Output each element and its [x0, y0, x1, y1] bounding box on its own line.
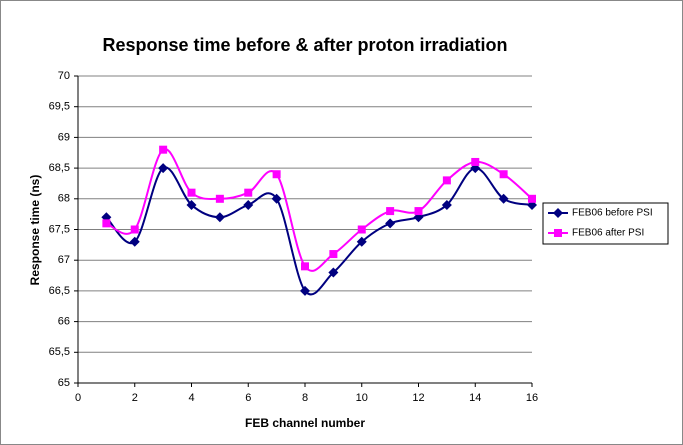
- data-point: [102, 219, 111, 228]
- data-point: [187, 188, 196, 197]
- y-tick-label: 65,5: [49, 346, 70, 358]
- data-point: [158, 163, 169, 174]
- legend-box: [542, 202, 669, 245]
- data-point: [130, 225, 139, 234]
- x-tick-label: 0: [75, 392, 81, 404]
- data-point: [271, 193, 282, 204]
- data-point: [129, 236, 140, 247]
- data-point: [499, 170, 508, 179]
- data-point: [301, 262, 309, 271]
- data-point: [272, 170, 281, 179]
- data-point: [498, 193, 509, 204]
- y-tick-label: 69: [58, 131, 70, 143]
- data-point: [243, 199, 254, 210]
- legend-label: FEB06 after PSI: [572, 228, 644, 239]
- y-tick-label: 67: [58, 254, 70, 266]
- x-axis-label: FEB channel number: [245, 416, 365, 430]
- data-point: [329, 250, 338, 259]
- y-axis-label: Response time (ns): [28, 175, 42, 286]
- y-tick-label: 68: [58, 193, 70, 205]
- data-point: [356, 236, 367, 247]
- y-tick-label: 69,5: [49, 101, 70, 113]
- x-tick-label: 2: [132, 392, 138, 404]
- legend-marker: [554, 229, 562, 237]
- data-point: [186, 199, 197, 210]
- data-point: [300, 285, 310, 296]
- data-point: [244, 188, 253, 197]
- data-point: [328, 267, 339, 278]
- series-line: [105, 166, 533, 296]
- x-tick-label: 6: [245, 392, 251, 404]
- series-line: [105, 148, 533, 272]
- data-point: [385, 218, 396, 229]
- chart-title: Response time before & after proton irra…: [102, 35, 507, 55]
- y-tick-label: 66,5: [49, 285, 70, 297]
- x-tick-label: 10: [356, 392, 368, 404]
- data-point: [357, 225, 366, 234]
- y-tick-label: 68,5: [49, 162, 70, 174]
- data-point: [528, 194, 536, 203]
- y-tick-label: 70: [58, 70, 70, 82]
- y-tick-label: 66: [58, 316, 70, 328]
- data-point: [215, 194, 224, 203]
- legend-label: FEB06 before PSI: [572, 208, 653, 219]
- x-tick-label: 8: [302, 392, 308, 404]
- data-point: [442, 176, 451, 185]
- data-point: [471, 157, 480, 166]
- data-point: [214, 212, 225, 223]
- y-tick-label: 65: [58, 377, 70, 389]
- data-point: [441, 199, 452, 210]
- x-tick-label: 16: [526, 392, 538, 404]
- data-point: [386, 207, 395, 216]
- x-tick-label: 4: [188, 392, 194, 404]
- data-point: [159, 145, 168, 154]
- y-tick-label: 67,5: [49, 223, 70, 235]
- legend-marker: [553, 208, 563, 218]
- data-point: [414, 207, 423, 216]
- x-tick-label: 12: [412, 392, 424, 404]
- x-tick-label: 14: [469, 392, 481, 404]
